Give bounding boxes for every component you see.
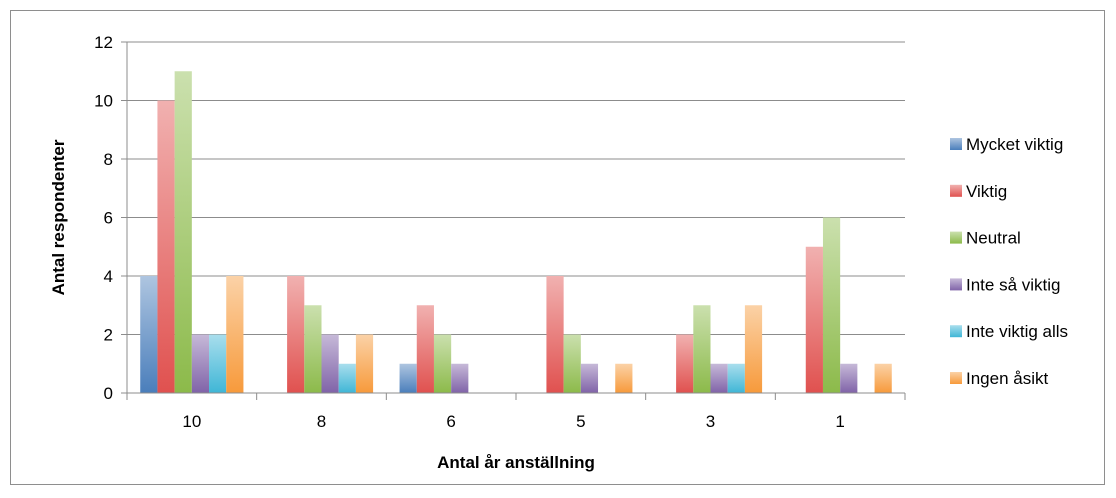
x-axis-title: Antal år anställning — [437, 453, 595, 472]
x-tick-labels: 10 8 6 5 3 1 — [182, 412, 845, 431]
bar — [563, 334, 581, 393]
legend-swatch — [950, 231, 962, 244]
legend-swatch — [950, 325, 962, 338]
legend-swatch — [950, 138, 962, 150]
bar — [710, 363, 728, 393]
x-tick-label: 6 — [446, 412, 455, 431]
legend-swatch — [950, 184, 962, 197]
bar — [451, 363, 469, 393]
bar — [157, 100, 175, 393]
x-tick-label: 5 — [576, 412, 585, 431]
legend-swatch — [950, 372, 962, 384]
y-tick-label: 8 — [104, 150, 113, 169]
axes — [121, 41, 906, 400]
bar — [580, 363, 599, 393]
y-tick-label: 12 — [94, 33, 113, 52]
bar — [874, 363, 892, 393]
y-tick-label: 0 — [104, 384, 113, 403]
y-tick-label: 6 — [104, 209, 113, 228]
bar — [355, 334, 374, 393]
legend-swatch — [950, 278, 962, 291]
chart-frame — [10, 10, 1105, 485]
bar — [546, 276, 564, 393]
bar — [676, 334, 694, 393]
bar — [226, 276, 244, 393]
bar — [209, 334, 227, 393]
bar — [822, 217, 841, 393]
bar — [615, 363, 633, 393]
bar — [840, 363, 858, 393]
bar — [140, 276, 158, 393]
bar — [433, 334, 452, 393]
x-tick-label: 3 — [706, 412, 715, 431]
legend-label: Inte så viktig — [966, 275, 1061, 294]
legend-label: Viktig — [966, 182, 1007, 201]
legend-label: Mycket viktig — [966, 135, 1063, 154]
y-tick-label: 4 — [104, 267, 113, 286]
bar — [304, 305, 322, 393]
bar — [338, 363, 356, 393]
x-tick-label: 8 — [317, 412, 326, 431]
bar — [287, 276, 305, 393]
legend-label: Ingen åsikt — [966, 369, 1048, 388]
bar — [416, 305, 434, 393]
bar — [191, 334, 210, 393]
y-tick-label: 2 — [104, 326, 113, 345]
legend-label: Neutral — [966, 229, 1021, 248]
y-tick-label: 10 — [94, 92, 113, 111]
bar — [321, 334, 339, 393]
bar — [744, 305, 763, 393]
bar — [399, 363, 417, 393]
bar — [174, 71, 192, 393]
bar — [693, 305, 711, 393]
bar — [727, 363, 745, 393]
y-axis-title: Antal respondenter — [49, 139, 68, 295]
bar — [805, 246, 823, 393]
bar-series — [140, 71, 892, 393]
x-tick-label: 1 — [835, 412, 844, 431]
grid-lines — [127, 41, 905, 335]
legend: Mycket viktig Viktig Neutral Inte så viktig… — [950, 135, 1068, 388]
legend-label: Inte viktig alls — [966, 322, 1068, 341]
y-tick-labels: 0 2 4 6 8 10 12 — [94, 33, 113, 403]
x-tick-label: 10 — [182, 412, 201, 431]
